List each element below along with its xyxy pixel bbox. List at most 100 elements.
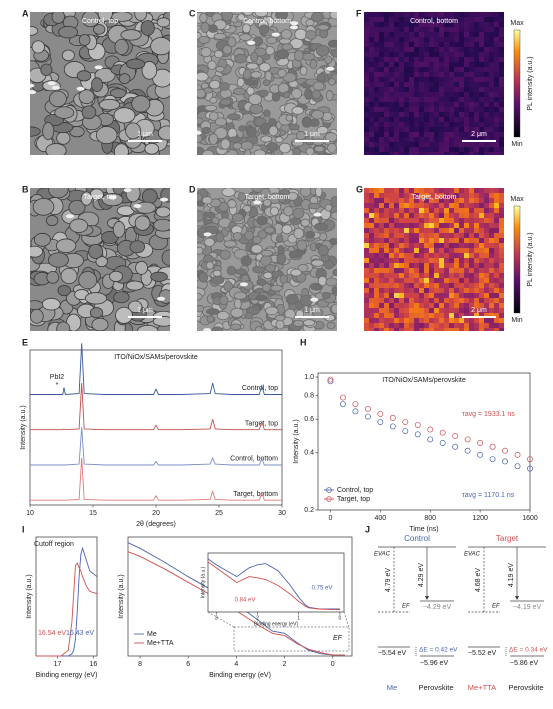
pl-pixel bbox=[489, 318, 495, 324]
pl-pixel bbox=[419, 82, 425, 88]
pl-pixel bbox=[424, 273, 430, 279]
grain bbox=[150, 37, 170, 56]
grain bbox=[31, 40, 45, 54]
pl-pixel bbox=[389, 248, 395, 254]
pl-pixel bbox=[444, 142, 450, 148]
x-tick-label: 0 bbox=[329, 515, 333, 522]
pl-pixel bbox=[364, 132, 370, 138]
pl-pixel bbox=[434, 293, 440, 299]
pl-pixel bbox=[414, 142, 420, 148]
pl-pixel bbox=[444, 147, 450, 153]
pl-pixel bbox=[424, 208, 430, 214]
right-label: Perovskite bbox=[508, 683, 543, 692]
pl-pixel bbox=[464, 313, 470, 319]
pl-pixel bbox=[439, 293, 445, 299]
panel-letter: G bbox=[356, 184, 363, 194]
pl-pixel bbox=[484, 243, 490, 249]
pl-pixel bbox=[429, 52, 435, 58]
pl-pixel bbox=[439, 122, 445, 128]
pl-pixel bbox=[404, 308, 410, 314]
grain bbox=[97, 12, 113, 22]
pl-pixel bbox=[459, 318, 465, 324]
pl-pixel bbox=[394, 147, 400, 153]
pl-pixel bbox=[419, 238, 425, 244]
pl-pixel bbox=[449, 283, 455, 289]
pl-pixel bbox=[499, 22, 504, 28]
pl-pixel bbox=[389, 12, 395, 18]
pl-pixel bbox=[414, 288, 420, 294]
grain bbox=[201, 196, 213, 205]
pl-pixel bbox=[419, 127, 425, 133]
grain bbox=[250, 244, 263, 254]
pl-pixel bbox=[389, 112, 395, 118]
pl-pixel bbox=[449, 62, 455, 68]
pl-pixel bbox=[399, 62, 405, 68]
pl-pixel bbox=[499, 57, 504, 63]
pl-pixel bbox=[499, 52, 504, 58]
pl-pixel bbox=[399, 253, 405, 259]
pl-pixel bbox=[479, 27, 485, 33]
pl-pixel bbox=[369, 198, 375, 204]
bright-grain bbox=[271, 32, 280, 37]
pl-pixel bbox=[489, 298, 495, 304]
pl-pixel bbox=[474, 92, 480, 98]
pl-pixel bbox=[449, 132, 455, 138]
pl-pixel bbox=[489, 283, 495, 289]
grain bbox=[203, 211, 216, 219]
pl-pixel bbox=[439, 42, 445, 48]
pl-pixel bbox=[379, 218, 385, 224]
pl-pixel bbox=[424, 67, 430, 73]
pl-pixel bbox=[499, 87, 504, 93]
pl-pixel bbox=[429, 313, 435, 319]
pl-pixel bbox=[364, 17, 370, 23]
data-point bbox=[514, 451, 521, 458]
pl-pixel bbox=[384, 57, 390, 63]
pl-pixel bbox=[434, 102, 440, 108]
pl-pixel bbox=[394, 47, 400, 53]
pl-pixel bbox=[419, 107, 425, 113]
pl-pixel bbox=[404, 22, 410, 28]
grain bbox=[131, 95, 151, 113]
pl-pixel bbox=[379, 308, 385, 314]
pl-pixel bbox=[459, 273, 465, 279]
pl-pixel bbox=[434, 92, 440, 98]
pl-pixel bbox=[449, 323, 455, 329]
pl-pixel bbox=[464, 318, 470, 324]
pl-pixel bbox=[414, 243, 420, 249]
pl-pixel bbox=[454, 72, 460, 78]
grain bbox=[262, 79, 271, 87]
pl-pixel bbox=[459, 62, 465, 68]
pl-pixel bbox=[444, 193, 450, 199]
grain bbox=[56, 131, 71, 145]
pl-pixel bbox=[489, 228, 495, 234]
grain bbox=[311, 12, 325, 23]
pl-pixel bbox=[414, 37, 420, 43]
grain bbox=[152, 316, 170, 327]
pl-pixel bbox=[469, 22, 475, 28]
pl-pixel bbox=[494, 17, 500, 23]
pl-pixel bbox=[379, 208, 385, 214]
pl-pixel bbox=[364, 77, 370, 83]
pl-pixel bbox=[499, 323, 504, 329]
pl-pixel bbox=[459, 137, 465, 143]
pl-pixel bbox=[424, 233, 430, 239]
grain bbox=[316, 125, 329, 135]
pl-pixel bbox=[414, 67, 420, 73]
pl-pixel bbox=[394, 318, 400, 324]
pl-pixel bbox=[404, 37, 410, 43]
pl-pixel bbox=[454, 308, 460, 314]
pl-pixel bbox=[374, 37, 380, 43]
bright-grain bbox=[76, 86, 85, 91]
pl-pixel bbox=[449, 57, 455, 63]
pl-pixel bbox=[414, 308, 420, 314]
pl-pixel bbox=[449, 228, 455, 234]
pl-pixel bbox=[444, 308, 450, 314]
grain bbox=[140, 20, 155, 36]
pl-pixel bbox=[399, 328, 405, 331]
pl-pixel bbox=[369, 67, 375, 73]
pl-pixel bbox=[439, 203, 445, 209]
pl-pixel bbox=[479, 102, 485, 108]
pl-pixel bbox=[439, 278, 445, 284]
grain bbox=[197, 210, 205, 222]
grain bbox=[232, 231, 243, 241]
